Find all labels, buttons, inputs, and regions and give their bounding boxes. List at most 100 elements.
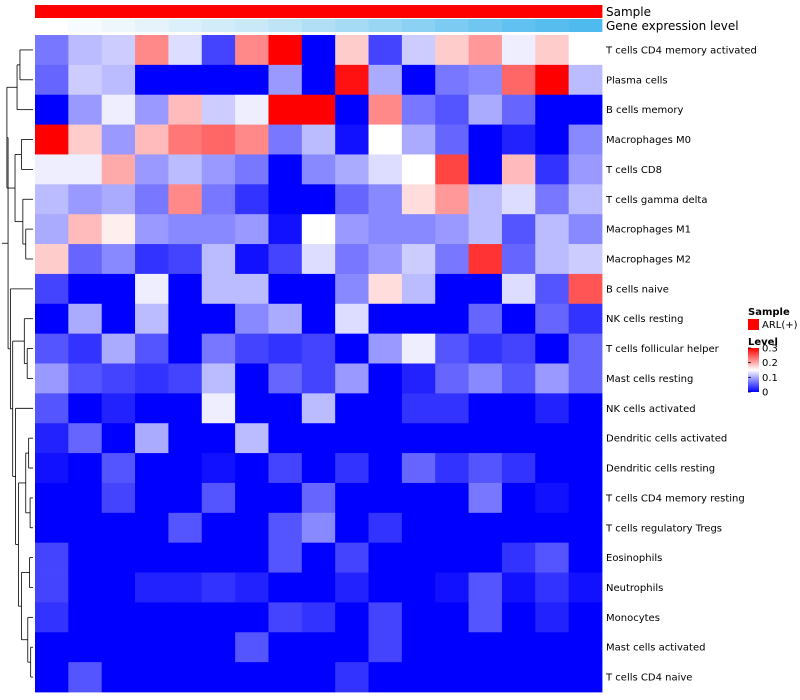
heatmap-cell-r16-c3 [135, 512, 169, 544]
heatmap-cell-r9-c2 [101, 303, 136, 335]
heatmap-cell-r3-c1 [68, 124, 103, 155]
heatmap-cell-r8-c8 [301, 273, 336, 305]
heatmap-cell-r5-c16 [568, 184, 603, 215]
heatmap-cell-r7-c2 [101, 244, 136, 275]
heatmap-cell-r13-c10 [368, 423, 403, 454]
heatmap-cell-r11-c7 [268, 363, 303, 394]
heatmap-cell-r20-c13 [468, 632, 503, 663]
heatmap-cell-r21-c9 [335, 662, 369, 693]
heatmap-cell-r11-c8 [301, 363, 336, 394]
heatmap-cell-r13-c16 [568, 423, 603, 454]
heatmap-cell-r12-c3 [135, 393, 169, 424]
row-label: Monocytes [606, 613, 660, 624]
column-annotations [35, 5, 603, 32]
heatmap-cell-r4-c10 [368, 154, 403, 185]
heatmap-cell-r0-c16 [568, 35, 603, 66]
heatmap-cell-r10-c12 [435, 333, 469, 364]
heatmap-cell-r20-c14 [501, 632, 536, 663]
heatmap-cell-r8-c2 [101, 273, 136, 305]
heatmap-cell-r13-c9 [335, 423, 369, 454]
heatmap-cell-r10-c15 [535, 333, 570, 364]
heatmap-cell-r17-c11 [401, 542, 436, 573]
heatmap-cell-r3-c15 [535, 124, 570, 155]
heatmap-cell-r14-c8 [301, 453, 336, 484]
heatmap-cell-r16-c12 [435, 512, 469, 544]
heatmap-cell-r15-c16 [568, 482, 603, 514]
annotation-cell-0-c9 [335, 5, 369, 18]
annotation-cell-0-c5 [201, 5, 236, 18]
heatmap-cell-r9-c5 [201, 303, 236, 335]
row-label: Dendritic cells activated [606, 434, 727, 445]
heatmap-cell-r3-c0 [35, 124, 69, 155]
heatmap-cell-r8-c3 [135, 273, 169, 305]
heatmap-cell-r9-c8 [301, 303, 336, 335]
annotation-cell-1-c13 [468, 19, 503, 32]
heatmap-cell-r13-c14 [501, 423, 536, 454]
row-label: T cells CD8 [605, 165, 662, 176]
heatmap-cell-r13-c2 [101, 423, 136, 454]
heatmap-cell-r0-c13 [468, 35, 503, 66]
heatmap-cell-r0-c5 [201, 35, 236, 66]
heatmap-cell-r15-c11 [401, 482, 436, 514]
heatmap-cell-r3-c7 [268, 124, 303, 155]
heatmap-cell-r2-c10 [368, 94, 403, 125]
heatmap-cell-r11-c15 [535, 363, 570, 394]
heatmap-cell-r4-c4 [168, 154, 203, 185]
heatmap-cell-r15-c3 [135, 482, 169, 514]
heatmap-cell-r8-c15 [535, 273, 570, 305]
heatmap-cell-r0-c0 [35, 35, 69, 66]
heatmap-cell-r1-c8 [301, 64, 336, 96]
row-label: T cells CD4 memory activated [605, 45, 757, 56]
row-label: Macrophages M1 [606, 225, 691, 236]
annotation-cell-1-c15 [535, 19, 570, 32]
heatmap-cell-r19-c1 [68, 602, 103, 633]
heatmap-cell-r12-c15 [535, 393, 570, 424]
heatmap-cell-r12-c11 [401, 393, 436, 424]
heatmap-cell-r13-c15 [535, 423, 570, 454]
heatmap-cell-r7-c11 [401, 244, 436, 275]
heatmap-cell-r13-c6 [235, 423, 269, 454]
heatmap-cell-r7-c5 [201, 244, 236, 275]
heatmap-cell-r5-c14 [501, 184, 536, 215]
heatmap-cell-r7-c16 [568, 244, 603, 275]
heatmap-cell-r4-c11 [401, 154, 436, 185]
heatmap-cell-r3-c5 [201, 124, 236, 155]
row-label: NK cells activated [606, 404, 696, 415]
heatmap-cell-r10-c1 [68, 333, 103, 364]
heatmap-cell-r19-c12 [435, 602, 469, 633]
heatmap-cell-r14-c5 [201, 453, 236, 484]
heatmap-cell-r21-c14 [501, 662, 536, 693]
heatmap-cell-r21-c4 [168, 662, 203, 693]
heatmap-cell-r12-c13 [468, 393, 503, 424]
legend-level-ticks: 0.3 0.2 0.1 0 [748, 344, 778, 399]
heatmap-cell-r4-c15 [535, 154, 570, 185]
heatmap-cell-r13-c7 [268, 423, 303, 454]
heatmap-cell-r17-c15 [535, 542, 570, 573]
heatmap-cell-r5-c7 [268, 184, 303, 215]
heatmap-cell-r14-c9 [335, 453, 369, 484]
legend-level-tick-label: 0.2 [762, 358, 778, 369]
heatmap-cell-r7-c1 [68, 244, 103, 275]
heatmap-cell-r3-c11 [401, 124, 436, 155]
heatmap-cell-r16-c6 [235, 512, 269, 544]
heatmap-cell-r1-c7 [268, 64, 303, 96]
heatmap-cells [35, 35, 603, 693]
heatmap-cell-r11-c12 [435, 363, 469, 394]
heatmap-cell-r12-c6 [235, 393, 269, 424]
heatmap-cell-r15-c8 [301, 482, 336, 514]
row-label: Macrophages M2 [606, 254, 691, 265]
heatmap-cell-r16-c4 [168, 512, 203, 544]
heatmap-cell-r20-c3 [135, 632, 169, 663]
heatmap-cell-r11-c2 [101, 363, 136, 394]
heatmap-cell-r19-c14 [501, 602, 536, 633]
heatmap-cell-r8-c11 [401, 273, 436, 305]
heatmap-cell-r14-c2 [101, 453, 136, 484]
row-label: B cells memory [606, 105, 683, 116]
heatmap-cell-r18-c15 [535, 572, 570, 603]
heatmap-cell-r4-c3 [135, 154, 169, 185]
heatmap-cell-r11-c10 [368, 363, 403, 394]
annotation-cell-1-c14 [501, 19, 536, 32]
heatmap-cell-r0-c6 [235, 35, 269, 66]
heatmap-cell-r10-c11 [401, 333, 436, 364]
